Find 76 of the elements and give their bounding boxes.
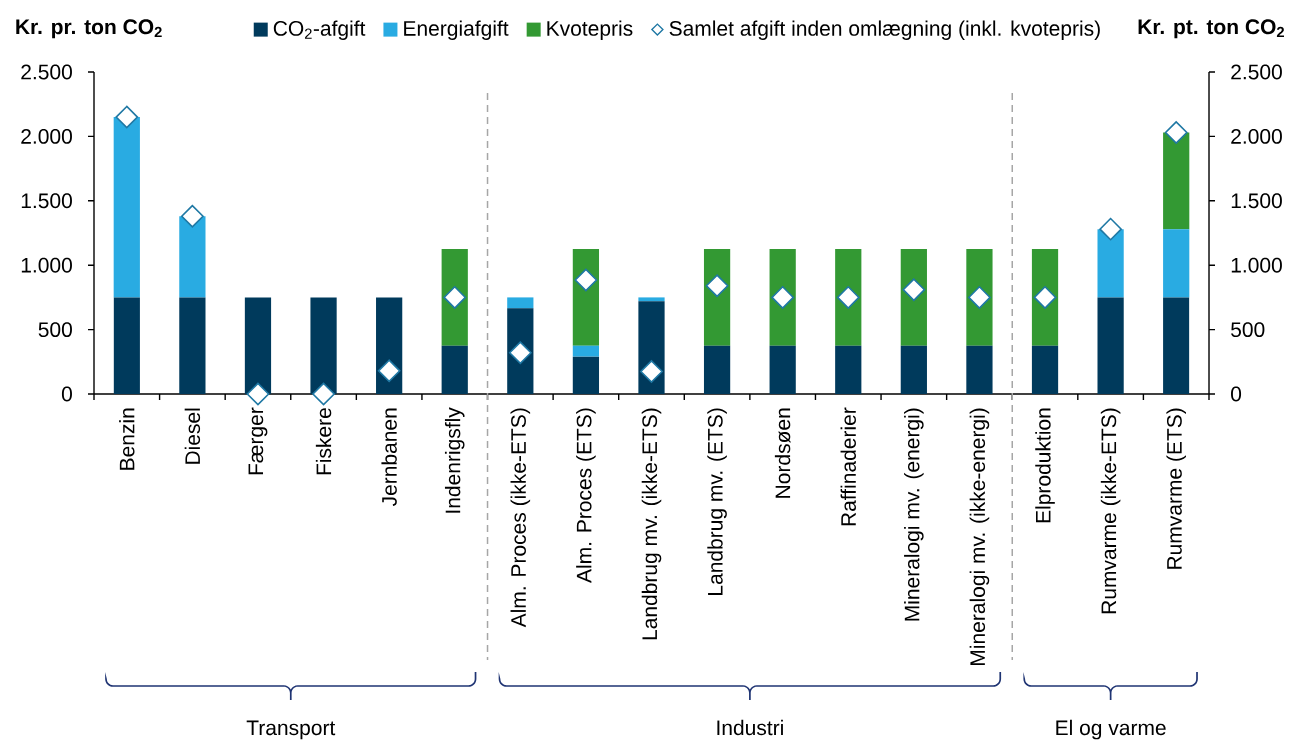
- y2-tick-label: 0: [1231, 386, 1242, 402]
- point: [640, 360, 663, 383]
- bar: [179, 297, 206, 394]
- y-tick-label: 1.500: [21, 193, 72, 209]
- bar: [113, 117, 140, 298]
- bar: [966, 345, 993, 394]
- x-tick-label: Diesel: [184, 408, 201, 464]
- x-tick-label: Elproduktion: [1035, 408, 1055, 523]
- point: [574, 268, 598, 292]
- point: [836, 285, 860, 309]
- bar: [113, 297, 140, 394]
- point: [443, 285, 467, 309]
- x-tick-label: Jernbanen: [381, 408, 397, 507]
- bar: [638, 297, 665, 302]
- bar: [507, 297, 534, 309]
- point: [902, 278, 926, 302]
- point: [1099, 217, 1123, 241]
- legend-label: CO$_{2}$-afgift: [273, 20, 366, 41]
- x-tick-label: Alm. Proces (ikke-ETS): [510, 408, 531, 628]
- x-tick-label: Færger: [248, 407, 268, 475]
- bar: [1097, 229, 1124, 298]
- point: [1033, 285, 1057, 309]
- point: [377, 359, 401, 383]
- bar: [1097, 297, 1124, 394]
- legend-label: Kvotepris: [547, 20, 633, 41]
- y-tick-label: 2.000: [21, 128, 72, 144]
- point: [246, 382, 270, 406]
- legend-label: Energiafgift: [404, 20, 509, 41]
- y-axis-title: Kr. pr. ton CO$_{2}$: [16, 19, 162, 39]
- legend-label: Samlet afgift inden omlægning (inkl. kvotepris): [669, 20, 1100, 41]
- bar: [1031, 345, 1059, 394]
- bar: [1163, 229, 1190, 298]
- bar: [1163, 297, 1190, 394]
- bar: [179, 216, 206, 298]
- y2-axis-title: Kr. pt. ton CO$_{2}$: [1138, 19, 1285, 39]
- bar: [572, 356, 600, 394]
- x-tick-label: Rumvarme (ETS): [1166, 408, 1186, 569]
- bar: [769, 345, 796, 394]
- y-tick-label: 500: [38, 322, 72, 338]
- y2-tick-label: 2.500: [1231, 64, 1282, 80]
- bar: [703, 345, 731, 394]
- x-tick-label: Indenrigsfly: [444, 407, 465, 513]
- x-tick-label: Mineralogi mv. (ikke-energi): [969, 408, 990, 665]
- y-tick-label: 1.000: [21, 257, 72, 273]
- bar: [441, 345, 468, 394]
- text: El og varme: [1056, 719, 1166, 740]
- point: [312, 382, 335, 406]
- x-tick-label: Rumvarme (ikke-ETS): [1100, 408, 1121, 614]
- bar: [900, 345, 927, 394]
- x-tick-label: Benzin: [119, 408, 135, 470]
- x-tick-label: Raffinaderier: [840, 407, 856, 526]
- point: [705, 274, 729, 298]
- bar: [310, 297, 337, 394]
- bar: [835, 345, 862, 394]
- point: [180, 204, 204, 228]
- y2-tick-label: 2.000: [1231, 128, 1282, 144]
- text: Industri: [717, 719, 783, 736]
- point: [115, 105, 139, 129]
- y2-tick-label: 1.000: [1231, 257, 1282, 273]
- y-tick-label: 2.500: [21, 64, 72, 80]
- bar: [244, 297, 272, 394]
- y2-tick-label: 1.500: [1231, 193, 1282, 209]
- point: [771, 285, 795, 309]
- x-tick-label: Landbrug mv. (ETS): [707, 408, 727, 595]
- bar: [1163, 132, 1190, 230]
- y-tick-label: 0: [61, 386, 72, 402]
- x-tick-label: Fiskere: [315, 408, 332, 475]
- x-tick-label: Landbrug mv. (ikke-ETS): [641, 408, 662, 640]
- x-tick-label: Mineralogi mv. (energi): [904, 408, 924, 621]
- bar: [572, 345, 600, 357]
- text: Transport: [246, 720, 336, 740]
- x-tick-label: Alm. Proces (ETS): [576, 408, 596, 583]
- point: [1164, 121, 1188, 144]
- point: [968, 285, 991, 309]
- x-tick-label: Nordsøen: [774, 408, 791, 498]
- y2-tick-label: 500: [1231, 322, 1265, 338]
